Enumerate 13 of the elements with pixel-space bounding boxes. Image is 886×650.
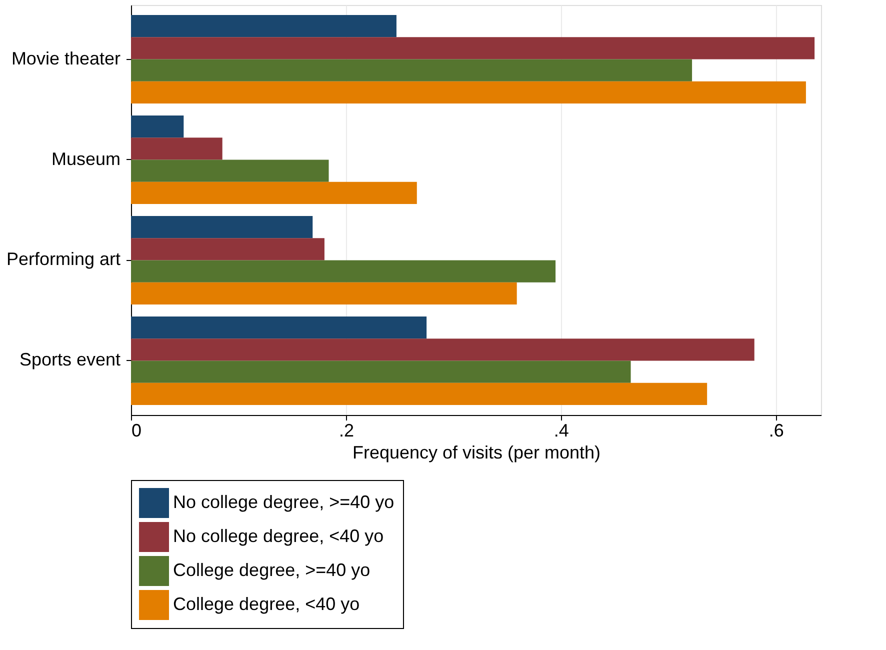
- y-tick-label: Museum: [51, 148, 120, 169]
- legend-label: No college degree, >=40 yo: [173, 492, 394, 512]
- x-axis-title: Frequency of visits (per month): [352, 442, 601, 462]
- x-tick-label: .6: [768, 420, 784, 440]
- x-tick-label: .2: [338, 420, 354, 440]
- legend-label: No college degree, <40 yo: [173, 526, 384, 546]
- legend-label: College degree, <40 yo: [173, 594, 360, 614]
- y-tick-label: Sports event: [19, 350, 120, 370]
- x-tick-label: 0: [132, 420, 142, 440]
- legend-label: College degree, >=40 yo: [173, 560, 370, 580]
- y-tick-label: Movie theater: [11, 48, 120, 68]
- y-tick-label: Performing art: [6, 249, 120, 270]
- x-tick-label: .4: [554, 420, 569, 440]
